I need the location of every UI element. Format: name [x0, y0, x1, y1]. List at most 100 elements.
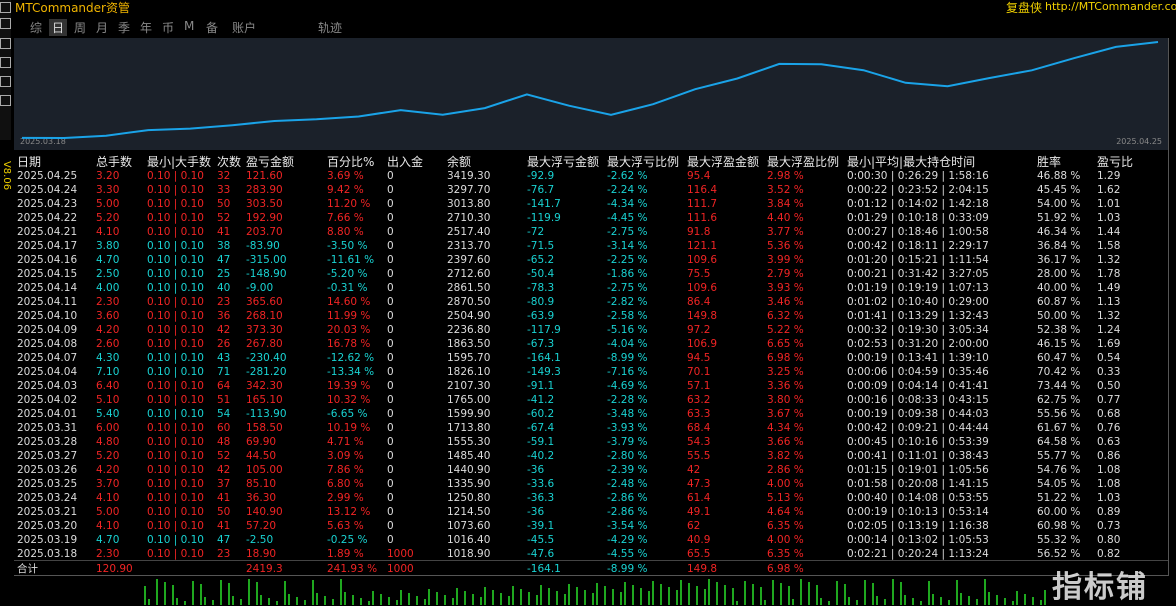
column-header[interactable]: 出入金: [387, 155, 424, 169]
cell: 2.99 %: [327, 492, 364, 504]
tab[interactable]: 月: [96, 21, 109, 35]
icon[interactable]: [0, 95, 11, 106]
icon[interactable]: [0, 2, 11, 13]
cell: -83.90: [246, 240, 280, 252]
decor-bar: [836, 581, 838, 605]
column-header[interactable]: 最小|大手数: [147, 155, 212, 169]
decor-bar: [148, 599, 150, 605]
decor-bar: [652, 581, 654, 605]
total-cell: 1000: [387, 563, 414, 575]
decor-bar: [268, 598, 270, 605]
cell: 49.1: [687, 506, 711, 518]
column-header[interactable]: 盈亏金额: [246, 155, 295, 169]
cell: 1.03: [1097, 212, 1121, 224]
cell: 32: [217, 170, 231, 182]
icon[interactable]: [0, 76, 11, 87]
decor-bar: [592, 593, 594, 605]
icon[interactable]: [0, 38, 11, 49]
cell: 2025.04.11: [17, 296, 78, 308]
cell: -2.28 %: [607, 394, 648, 406]
cell: -141.7: [527, 198, 561, 210]
cell: 109.6: [687, 282, 718, 294]
cell: 2313.70: [447, 240, 491, 252]
decor-bar: [772, 580, 774, 605]
column-header[interactable]: 最小|平均|最大持仓时间: [847, 155, 976, 169]
cell: 105.00: [246, 464, 283, 476]
tab[interactable]: 年: [140, 21, 153, 35]
decor-bar: [816, 585, 818, 605]
tab[interactable]: 季: [118, 21, 131, 35]
tab[interactable]: 账户: [232, 21, 257, 35]
decor-bar: [780, 583, 782, 605]
column-header[interactable]: 胜率: [1037, 155, 1062, 169]
cell: 0: [387, 422, 394, 434]
cell: 3297.70: [447, 184, 491, 196]
column-header[interactable]: 最大浮亏金额: [527, 155, 600, 169]
cell: -67.3: [527, 338, 555, 350]
cell: 111.6: [687, 212, 718, 224]
column-header[interactable]: 次数: [217, 155, 242, 169]
tab[interactable]: 周: [74, 21, 87, 35]
cell: 54.3: [687, 436, 711, 448]
cell: 4.00 %: [767, 478, 804, 490]
decor-bar: [456, 588, 458, 605]
cell: 5.63 %: [327, 520, 364, 532]
decor-bar: [960, 593, 962, 605]
column-header[interactable]: 最大浮盈比例: [767, 155, 840, 169]
cell: 1765.00: [447, 394, 491, 406]
brand: 复盘侠: [1006, 1, 1043, 15]
cell: -2.62 %: [607, 170, 648, 182]
tab[interactable]: 备: [206, 21, 219, 35]
column-header[interactable]: 最大浮亏比例: [607, 155, 680, 169]
decor-bar: [612, 589, 614, 605]
decor-bar: [164, 582, 166, 605]
decor-bar: [472, 594, 474, 605]
column-header[interactable]: 总手数: [96, 155, 133, 169]
cell: 2025.03.28: [17, 436, 78, 448]
cell: 64.58 %: [1037, 436, 1081, 448]
cell: 69.90: [246, 436, 277, 448]
decor-bar: [920, 601, 922, 605]
cell: 0:00:06 | 0:04:59 | 0:35:46: [847, 366, 989, 378]
cell: 5.13 %: [767, 492, 804, 504]
cell: 4.40 %: [767, 212, 804, 224]
cell: 3.80: [96, 240, 120, 252]
cell: 4.64 %: [767, 506, 804, 518]
column-header[interactable]: 日期: [17, 155, 42, 169]
cell: -119.9: [527, 212, 561, 224]
cell: 2.50: [96, 268, 120, 280]
cell: 303.50: [246, 198, 283, 210]
cell: 50.00 %: [1037, 310, 1081, 322]
cell: 0.10 | 0.10: [147, 422, 204, 434]
cell: 4.00 %: [767, 534, 804, 546]
tab[interactable]: 综: [30, 21, 43, 35]
tab[interactable]: M: [184, 19, 195, 33]
icon[interactable]: [0, 18, 11, 29]
tab[interactable]: 日: [49, 19, 68, 36]
decor-bar: [900, 582, 902, 605]
column-header[interactable]: 余额: [447, 155, 472, 169]
decor-bar: [1044, 590, 1046, 605]
tab[interactable]: 轨迹: [318, 21, 343, 35]
cell: 5.10: [96, 394, 120, 406]
column-header[interactable]: 百分比%: [327, 155, 375, 169]
cell: 0.10 | 0.10: [147, 548, 204, 560]
cell: 2025.03.27: [17, 450, 78, 462]
column-header[interactable]: 盈亏比: [1097, 155, 1134, 169]
url[interactable]: http://MTCommander.com: [1045, 0, 1176, 13]
column-header[interactable]: 最大浮盈金额: [687, 155, 760, 169]
total-cell: -8.99 %: [607, 563, 648, 575]
decor-bar: [556, 591, 558, 605]
cell: -4.29 %: [607, 534, 648, 546]
cell: 0: [387, 394, 394, 406]
icon[interactable]: [0, 57, 11, 68]
cell: -47.6: [527, 548, 555, 560]
decor-bar: [288, 594, 290, 605]
cell: 3419.30: [447, 170, 491, 182]
tab[interactable]: 币: [162, 21, 175, 35]
cell: 342.30: [246, 380, 283, 392]
cell: 3.77 %: [767, 226, 804, 238]
decor-bar: [844, 584, 846, 605]
cell: 0.10 | 0.10: [147, 198, 204, 210]
decor-bar: [648, 591, 650, 605]
